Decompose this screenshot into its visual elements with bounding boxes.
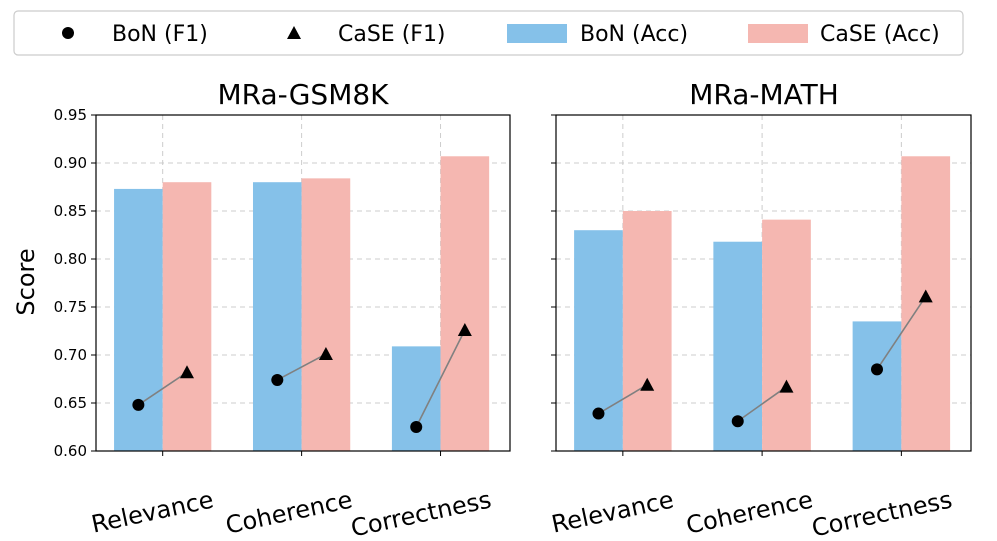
f1-connector-line bbox=[276, 353, 327, 381]
point-bon-f1 bbox=[731, 415, 744, 428]
f1-connector-line bbox=[137, 371, 188, 406]
f1-connector-line bbox=[737, 386, 787, 422]
legend-bon-acc-label: BoN (Acc) bbox=[580, 22, 688, 47]
point-case-f1 bbox=[179, 365, 194, 379]
plot-frame bbox=[95, 114, 511, 452]
point-bon-f1 bbox=[271, 373, 284, 386]
y-tick-label: 0.85 bbox=[54, 202, 87, 220]
f1-connector-line bbox=[876, 295, 927, 370]
point-case-f1 bbox=[457, 323, 472, 336]
bar-case-acc bbox=[301, 178, 351, 452]
x-tick-label: Relevance bbox=[549, 485, 676, 538]
legend-bon-f1-label: BoN (F1) bbox=[112, 22, 208, 47]
y-tick-label: 0.65 bbox=[54, 394, 87, 412]
legend-case-acc-label: CaSE (Acc) bbox=[820, 22, 940, 47]
point-case-f1 bbox=[318, 347, 333, 360]
legend-case-f1-marker bbox=[287, 26, 301, 39]
legend-case-acc-swatch bbox=[748, 24, 808, 43]
point-bon-f1 bbox=[870, 363, 883, 376]
x-tick-label: Coherence bbox=[684, 485, 816, 539]
y-tick-label: 0.70 bbox=[54, 346, 87, 364]
x-tick-label: Coherence bbox=[223, 485, 355, 539]
bar-case-acc bbox=[762, 219, 811, 451]
y-tick-label: 0.60 bbox=[54, 442, 87, 460]
plot-frame bbox=[555, 114, 972, 452]
y-axis-label: Score bbox=[12, 248, 40, 315]
bar-case-acc bbox=[440, 156, 490, 451]
y-tick-label: 0.95 bbox=[54, 106, 87, 124]
y-tick-label: 0.90 bbox=[54, 154, 87, 172]
bar-case-acc bbox=[901, 156, 951, 451]
bar-case-acc bbox=[162, 182, 212, 451]
legend-bon-f1-marker bbox=[62, 27, 74, 39]
bar-bon-acc bbox=[114, 188, 163, 452]
point-case-f1 bbox=[640, 377, 655, 391]
point-case-f1 bbox=[918, 289, 933, 303]
bar-bon-acc bbox=[252, 182, 302, 451]
bar-case-acc bbox=[622, 211, 672, 451]
point-bon-f1 bbox=[132, 398, 145, 411]
f1-connector-line bbox=[598, 384, 648, 415]
y-tick-label: 0.75 bbox=[54, 298, 87, 316]
x-tick-label: Correctness bbox=[348, 485, 493, 541]
legend-case-f1-label: CaSE (F1) bbox=[338, 22, 446, 47]
legend-frame bbox=[13, 10, 964, 56]
point-bon-f1 bbox=[410, 421, 423, 433]
panel-title-gsm8k: MRa-GSM8K bbox=[217, 78, 389, 111]
panel-gsm8k: 0.60 0.65 0.70 0.75 0.80 0.85 0.90 0.95 Relevanc… bbox=[54, 106, 511, 541]
x-tick-label: Correctness bbox=[809, 485, 954, 541]
point-case-f1 bbox=[779, 379, 794, 393]
point-bon-f1 bbox=[592, 407, 605, 420]
bar-bon-acc bbox=[852, 321, 902, 451]
legend: BoN (F1) CaSE (F1) BoN (Acc) CaSE (Acc) bbox=[13, 10, 964, 56]
panel-title-math: MRa-MATH bbox=[689, 78, 839, 111]
bar-bon-acc bbox=[391, 346, 441, 451]
legend-bon-acc-swatch bbox=[507, 24, 567, 43]
f1-connector-line bbox=[415, 329, 466, 428]
y-tick-label: 0.80 bbox=[54, 250, 87, 268]
x-tick-label: Relevance bbox=[89, 485, 216, 538]
